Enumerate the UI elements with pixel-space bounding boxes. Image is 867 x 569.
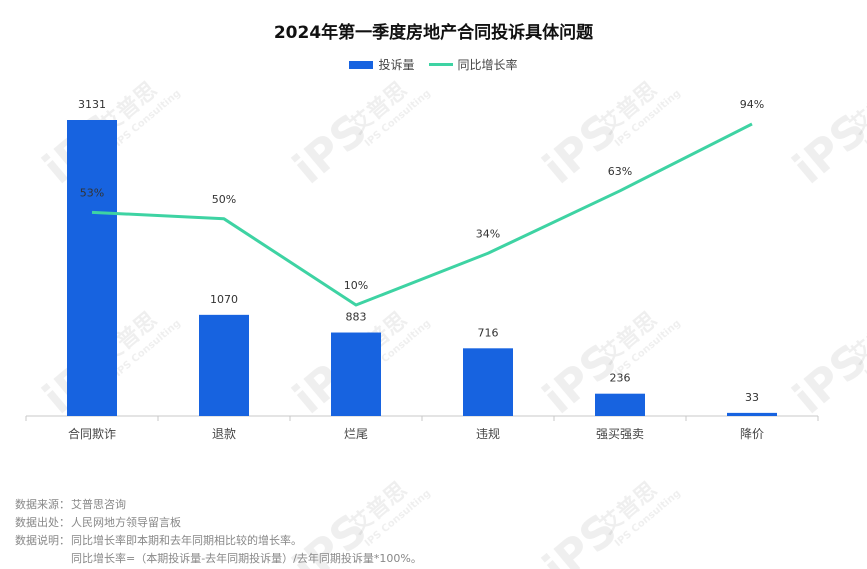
x-tick-label-3: 违规: [476, 426, 500, 441]
legend-item-line[interactable]: 同比增长率: [428, 56, 518, 73]
note-origin-key: 数据出处：: [15, 516, 70, 529]
note-source-key: 数据来源：: [15, 498, 70, 511]
note-source: 数据来源： 艾普思咨询: [15, 496, 422, 514]
footnotes: 数据来源： 艾普思咨询 数据出处： 人民网地方领导留言板 数据说明： 同比增长率…: [15, 496, 422, 568]
line-series: [91, 122, 753, 307]
bar-label-1: 1070: [210, 293, 238, 306]
note-source-value: 艾普思咨询: [71, 498, 126, 511]
bar-3: [463, 348, 513, 416]
line-label-1: 50%: [212, 193, 236, 206]
x-tick-label-group: 合同欺诈 退款 烂尾 违规 强买强卖 降价: [68, 426, 764, 441]
bar-1: [199, 314, 249, 416]
bar-4: [595, 393, 645, 416]
legend-item-bar[interactable]: 投诉量: [349, 56, 415, 73]
note-origin: 数据出处： 人民网地方领导留言板: [15, 514, 422, 532]
x-tick-label-5: 降价: [740, 427, 764, 441]
note-explanation: 数据说明： 同比增长率即本期和去年同期相比较的增长率。: [15, 532, 422, 550]
x-tick-label-1: 退款: [212, 427, 236, 441]
line-label-group: 53% 50% 10% 34% 63% 94%: [80, 98, 764, 292]
legend: 投诉量 同比增长率: [0, 56, 867, 73]
bar-0: [67, 120, 117, 416]
bar-5: [727, 412, 777, 416]
note-formula: 同比增长率=（本期投诉量-去年同期投诉量）/去年同期投诉量*100%。: [71, 552, 422, 565]
x-tick-label-4: 强买强卖: [596, 427, 644, 441]
legend-label-line: 同比增长率: [457, 58, 518, 72]
x-tick-label-2: 烂尾: [344, 427, 368, 441]
bar-label-3: 716: [478, 326, 499, 339]
note-origin-value: 人民网地方领导留言板: [71, 516, 181, 529]
line-label-2: 10%: [344, 279, 368, 292]
note-explanation-value: 同比增长率即本期和去年同期相比较的增长率。: [71, 534, 302, 547]
bar-label-5: 33: [745, 391, 759, 404]
bar-label-group: 3131 1070 883 716 236 33: [78, 98, 759, 404]
legend-label-bar: 投诉量: [378, 58, 415, 72]
bar-label-0: 3131: [78, 98, 106, 111]
legend-swatch-line: [428, 63, 453, 66]
line-label-0: 53%: [80, 186, 104, 199]
line-label-3: 34%: [476, 227, 500, 240]
x-tick-label-0: 合同欺诈: [68, 426, 116, 441]
note-explanation-key: 数据说明：: [15, 534, 70, 547]
chart-title: 2024年第一季度房地产合同投诉具体问题: [273, 23, 594, 43]
line-label-5: 94%: [740, 98, 764, 111]
line-label-4: 63%: [608, 165, 632, 178]
bar-label-4: 236: [610, 372, 631, 385]
bar-label-2: 883: [346, 311, 367, 324]
bar-series: [67, 120, 777, 416]
legend-swatch-bar: [349, 60, 374, 69]
bar-2: [331, 332, 381, 416]
